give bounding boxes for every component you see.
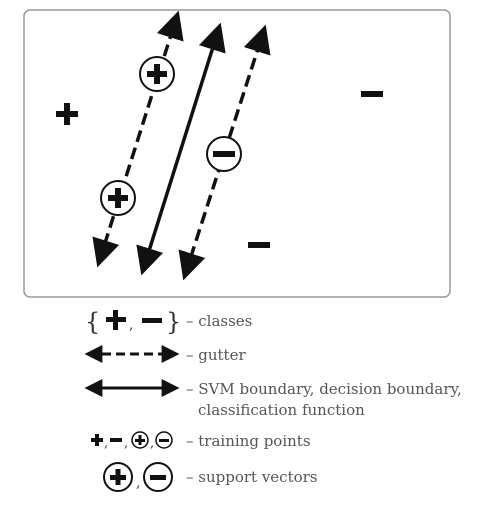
legend-gutter-label: – gutter (186, 346, 246, 364)
legend-classes-label: – classes (186, 312, 253, 330)
svg-text:,: , (124, 436, 128, 451)
svg-text:{: { (85, 308, 100, 336)
support-vector-plus-top (139, 56, 175, 92)
support-vector-plus-bottom (100, 180, 136, 216)
svg-text:}: } (166, 308, 181, 336)
legend-training-label: – training points (186, 432, 311, 450)
svg-text:,: , (150, 436, 154, 451)
legend-training-symbol: , , , (91, 431, 173, 451)
training-point-minus-top (361, 91, 383, 97)
legend-classes-symbol: { , } (85, 308, 181, 336)
legend-boundary-label-line1: – SVM boundary, decision boundary, (186, 380, 462, 398)
svg-text:,: , (136, 475, 140, 491)
legend-support-symbol: , (103, 462, 173, 492)
legend-boundary-label-line2: classification function (198, 401, 365, 419)
legend-support-label: – support vectors (186, 468, 318, 486)
training-point-plus (56, 103, 78, 125)
svg-text:,: , (104, 436, 108, 451)
svg-text:,: , (129, 317, 133, 333)
training-point-minus-bottom (248, 242, 270, 248)
support-vector-minus (206, 136, 242, 172)
